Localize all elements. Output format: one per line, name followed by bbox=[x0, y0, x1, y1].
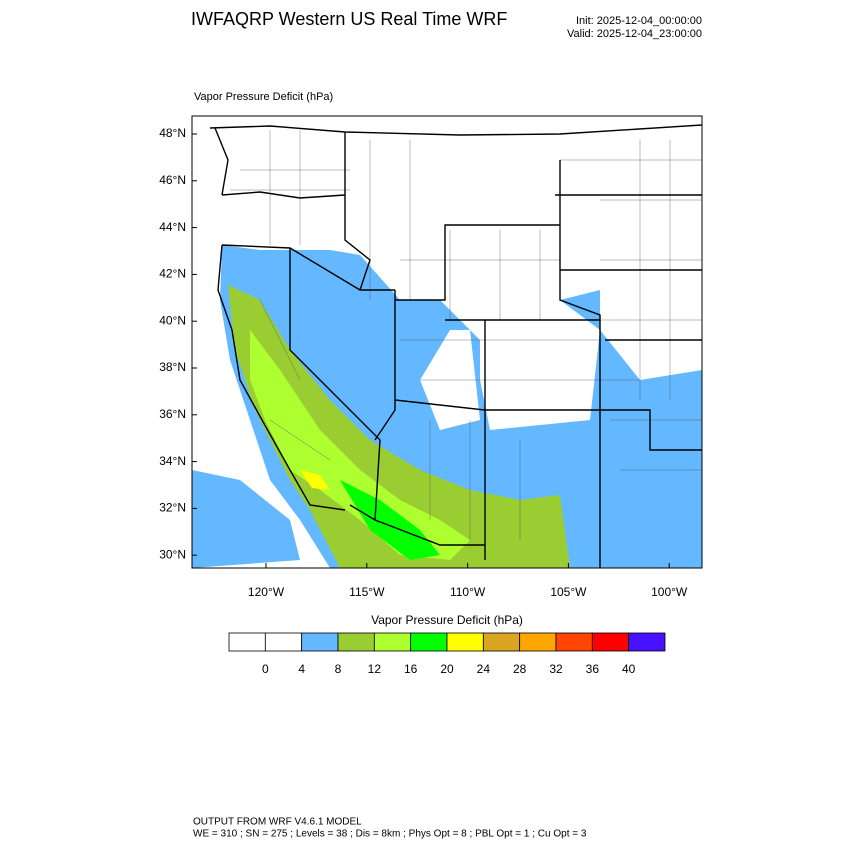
lon-label: 100°W bbox=[651, 585, 688, 599]
colorbar-box bbox=[228, 632, 266, 652]
lon-label: 110°W bbox=[450, 585, 486, 599]
lon-label: 105°W bbox=[550, 585, 587, 599]
lat-label: 32°N bbox=[159, 501, 186, 515]
colorbar-label: 16 bbox=[404, 662, 418, 676]
lon-label: 120°W bbox=[248, 585, 285, 599]
lat-label: 48°N bbox=[159, 126, 186, 140]
colorbar-label: 32 bbox=[549, 662, 563, 676]
colorbar-box bbox=[410, 632, 448, 652]
lat-label: 40°N bbox=[159, 313, 186, 327]
colorbar-box bbox=[264, 632, 303, 652]
colorbar-label: 40 bbox=[622, 662, 636, 676]
colorbar-box bbox=[555, 632, 593, 652]
colorbar: 0 4 8 12 16 20 24 28 32 36 40 bbox=[228, 632, 666, 676]
axes: 48°N 46°N 44°N 42°N 40°N 38°N 36°N 34°N 32°N 30°N… bbox=[159, 126, 688, 599]
colorbar-box bbox=[482, 632, 521, 652]
colorbar-box bbox=[373, 632, 412, 652]
colorbar-label: 20 bbox=[440, 662, 454, 676]
init-time: Init: 2025-12-04_00:00:00 bbox=[576, 15, 702, 27]
colorbar-label: 36 bbox=[586, 662, 600, 676]
lat-label: 38°N bbox=[159, 360, 186, 374]
colorbar-title: Vapor Pressure Deficit (hPa) bbox=[371, 613, 523, 627]
lon-label: 115°W bbox=[349, 585, 385, 599]
colorbar-box bbox=[446, 632, 484, 652]
colorbar-box bbox=[591, 632, 630, 652]
lat-label: 34°N bbox=[159, 454, 186, 468]
map-frame bbox=[191, 115, 703, 569]
lat-label: 46°N bbox=[159, 173, 186, 187]
colorbar-box bbox=[628, 632, 666, 652]
lat-label: 44°N bbox=[159, 220, 186, 234]
field-label: Vapor Pressure Deficit (hPa) bbox=[194, 91, 333, 103]
colorbar-box bbox=[337, 632, 375, 652]
title: IWFAQRP Western US Real Time WRF bbox=[191, 9, 507, 29]
lat-label: 42°N bbox=[159, 267, 186, 281]
colorbar-label: 12 bbox=[368, 662, 382, 676]
colorbar-box bbox=[301, 632, 339, 652]
colorbar-label: 4 bbox=[298, 662, 305, 676]
colorbar-box bbox=[519, 632, 557, 652]
colorbar-label: 0 bbox=[262, 662, 269, 676]
lat-label: 30°N bbox=[159, 547, 186, 561]
map bbox=[192, 116, 702, 568]
colorbar-label: 24 bbox=[477, 662, 491, 676]
colorbar-label: 28 bbox=[513, 662, 527, 676]
footer-line: WE = 310 ; SN = 275 ; Levels = 38 ; Dis … bbox=[193, 829, 587, 840]
lat-label: 36°N bbox=[159, 407, 186, 421]
footer-line: OUTPUT FROM WRF V4.6.1 MODEL bbox=[193, 817, 362, 828]
colorbar-label: 8 bbox=[335, 662, 342, 676]
valid-time: Valid: 2025-12-04_23:00:00 bbox=[567, 28, 702, 40]
